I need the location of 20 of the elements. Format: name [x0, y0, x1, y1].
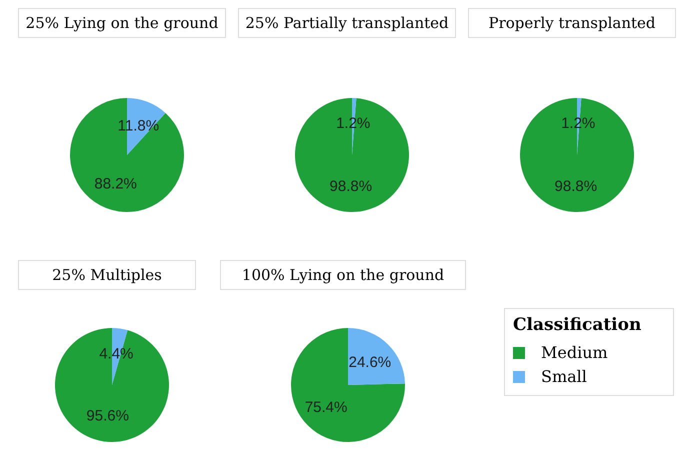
chart-title: 100% Lying on the ground	[220, 260, 466, 290]
data-label: 24.6%	[348, 354, 392, 372]
pie-slice	[291, 328, 405, 442]
legend-title: Classification	[513, 315, 642, 335]
chart-title: 25% Partially transplanted	[238, 8, 456, 38]
pie-slice	[348, 328, 405, 385]
pie-slice	[55, 328, 169, 442]
legend-label: Medium	[541, 342, 608, 364]
chart-title: 25% Multiples	[18, 260, 196, 290]
data-label: 95.6%	[86, 408, 129, 425]
pie-slice	[520, 98, 634, 212]
chart-title: Properly transplanted	[468, 8, 676, 38]
data-label: 88.2%	[94, 176, 137, 193]
data-label: 98.8%	[330, 178, 372, 195]
pie-slice	[295, 98, 409, 212]
data-label: 75.4%	[304, 398, 348, 416]
chart-title: 25% Lying on the ground	[18, 8, 226, 38]
legend-label: Small	[541, 366, 587, 388]
data-label: 98.8%	[554, 178, 598, 195]
pie-slice	[70, 98, 184, 212]
